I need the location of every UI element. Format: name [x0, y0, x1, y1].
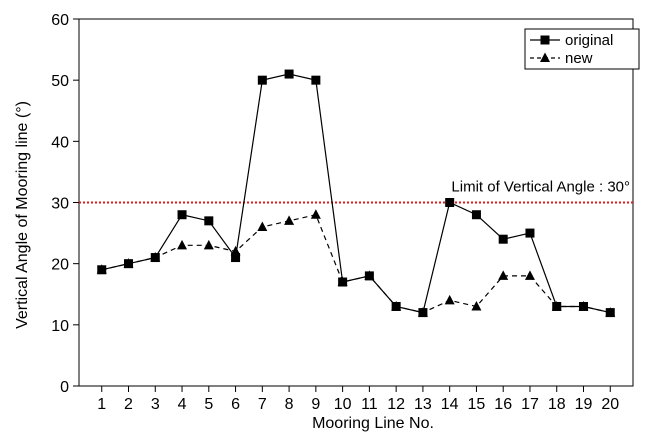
x-tick-label: 12 — [387, 396, 405, 413]
data-point-new — [284, 215, 295, 225]
data-point-new — [524, 270, 535, 280]
data-point-new — [96, 264, 107, 274]
x-tick-label: 19 — [575, 396, 593, 413]
x-tick-label: 9 — [311, 396, 320, 413]
data-point-new — [551, 300, 562, 311]
data-point-new — [364, 270, 375, 280]
series-line-new — [101, 214, 611, 314]
data-point-new — [257, 221, 268, 231]
data-point-new — [203, 239, 214, 250]
data-point-new — [498, 270, 509, 280]
x-tick-label: 16 — [494, 396, 512, 413]
data-point-original — [445, 198, 455, 207]
series-new — [96, 209, 616, 317]
x-tick-label: 5 — [204, 396, 213, 413]
x-tick-label: 17 — [521, 396, 539, 413]
data-point-original — [284, 69, 294, 79]
data-point-original — [311, 75, 321, 85]
data-point-new — [417, 307, 428, 317]
legend-label-original: original — [565, 32, 613, 49]
data-point-new — [578, 300, 589, 311]
x-axis-label: Mooring Line No. — [312, 415, 434, 432]
x-tick-label: 13 — [414, 396, 432, 413]
x-tick-label: 10 — [334, 396, 352, 413]
legend-marker-original — [540, 35, 550, 45]
data-point-new — [471, 300, 482, 311]
y-tick-label: 0 — [60, 379, 69, 396]
legend-label-new: new — [565, 50, 593, 67]
x-tick-label: 20 — [601, 396, 619, 413]
x-tick-label: 15 — [468, 396, 486, 413]
y-tick-label: 30 — [51, 196, 69, 213]
data-point-new — [310, 209, 321, 219]
x-tick-label: 14 — [441, 396, 459, 413]
data-point-new — [230, 245, 241, 256]
x-tick-label: 18 — [548, 396, 566, 413]
limit-label: Limit of Vertical Angle : 30° — [451, 179, 630, 196]
x-tick-label: 6 — [231, 396, 240, 413]
x-tick-label: 2 — [124, 396, 133, 413]
legend-marker-new — [540, 52, 550, 62]
x-tick-label: 11 — [361, 396, 378, 413]
limit-reference: Limit of Vertical Angle : 30° — [79, 179, 633, 204]
data-point-original — [498, 234, 508, 244]
x-tick-label: 8 — [285, 396, 294, 413]
data-point-new — [337, 276, 348, 287]
data-point-new — [177, 239, 188, 250]
y-tick-label: 40 — [51, 134, 69, 151]
x-tick-label: 4 — [178, 396, 187, 413]
data-point-new — [123, 258, 134, 268]
data-point-original — [525, 228, 535, 238]
data-point-original — [257, 75, 267, 85]
y-axis-label: Vertical Angle of Mooring line (°) — [14, 101, 31, 329]
x-tick-label: 3 — [151, 396, 160, 413]
y-tick-label: 10 — [51, 318, 69, 335]
series-group — [96, 69, 616, 318]
x-tick-label: 7 — [258, 396, 267, 413]
y-tick-label: 60 — [51, 12, 69, 29]
y-tick-label: 20 — [51, 257, 69, 274]
data-point-new — [391, 300, 402, 311]
data-point-original — [471, 210, 481, 220]
data-point-new — [444, 294, 455, 305]
data-point-original — [231, 253, 241, 263]
y-tick-label: 50 — [51, 73, 69, 90]
data-point-new — [605, 307, 616, 317]
data-point-new — [150, 252, 161, 262]
x-tick-label: 1 — [97, 396, 106, 413]
data-point-original — [204, 216, 214, 226]
data-point-original — [177, 210, 187, 220]
